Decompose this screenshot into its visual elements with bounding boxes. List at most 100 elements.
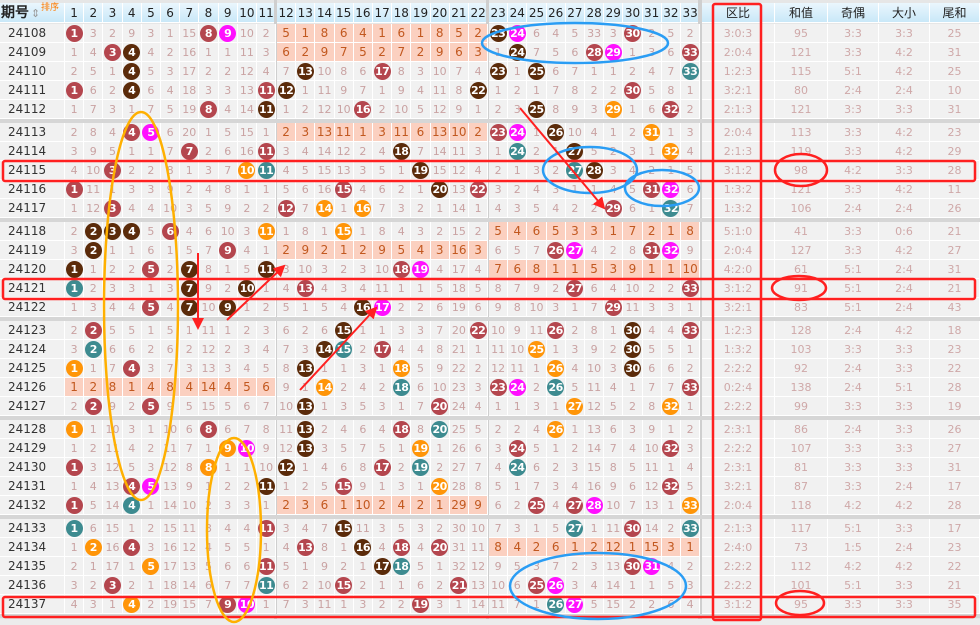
miss-count-cell: 1	[180, 161, 200, 180]
miss-count-cell: 5	[315, 477, 335, 496]
miss-count-cell: 1	[218, 260, 238, 279]
drawn-number-cell: 12	[277, 199, 297, 218]
number-ball: 8	[199, 100, 217, 118]
miss-count-cell: 3	[508, 519, 528, 538]
miss-count-cell: 5	[661, 340, 681, 359]
number-ball: 32	[662, 439, 680, 457]
miss-count-cell: 3	[373, 397, 393, 416]
number-ball: 24	[508, 24, 526, 42]
miss-count-cell: 2	[411, 298, 431, 317]
miss-count-cell: 1	[661, 123, 681, 142]
miss-count-cell: 2	[546, 161, 566, 180]
number-ball: 2	[84, 321, 102, 339]
drawn-number-cell: 15	[334, 180, 354, 199]
drawn-number-cell: 1	[65, 359, 85, 378]
miss-count-cell: 3	[141, 359, 161, 378]
number-ball: 17	[373, 458, 391, 476]
miss-count-cell: 3	[661, 538, 681, 557]
miss-count-cell: 5	[411, 100, 431, 119]
header-number-24: 24	[508, 3, 528, 23]
number-ball: 4	[123, 538, 141, 556]
drawn-number-cell: 24	[508, 24, 528, 43]
miss-count-cell: 1	[565, 180, 585, 199]
miss-count-cell: 2	[604, 241, 624, 260]
miss-count-cell: 2	[237, 321, 257, 340]
miss-count-cell: 3	[585, 557, 605, 576]
miss-count-cell: 3	[237, 496, 257, 515]
number-ball: 26	[547, 123, 565, 141]
miss-count-cell: 9	[681, 241, 701, 260]
miss-count-cell: 7	[661, 378, 681, 397]
miss-count-cell: 5	[527, 199, 547, 218]
miss-count-cell: 3	[411, 321, 431, 340]
sort-button[interactable]: 排序	[41, 3, 60, 13]
tail-sum-cell: 26	[930, 420, 980, 439]
miss-count-cell: 5	[527, 439, 547, 458]
drawn-number-cell: 23	[489, 123, 509, 142]
drawn-number-cell: 5	[141, 477, 161, 496]
miss-count-cell: 2	[141, 595, 161, 614]
drawn-number-cell: 17	[373, 62, 393, 81]
number-ball: 29	[604, 100, 622, 118]
number-ball: 15	[335, 576, 353, 594]
issue-cell: 24118	[0, 222, 65, 241]
miss-count-cell: 5	[237, 260, 257, 279]
miss-count-cell: 1	[411, 477, 431, 496]
miss-count-cell: 8	[218, 180, 238, 199]
number-ball: 3	[103, 161, 121, 179]
miss-count-cell: 6	[661, 43, 681, 62]
miss-count-cell: 1	[449, 595, 469, 614]
odd-even-ratio-cell: 4:2	[828, 161, 879, 180]
miss-count-cell: 5	[430, 279, 450, 298]
miss-count-cell: 2	[84, 279, 104, 298]
issue-cell: 24131	[0, 477, 65, 496]
miss-count-cell: 1	[296, 81, 316, 100]
miss-count-cell: 1	[661, 222, 681, 241]
drawn-number-cell: 32	[661, 142, 681, 161]
miss-count-cell: 4	[277, 538, 297, 557]
miss-count-cell: 1	[642, 199, 662, 218]
miss-count-cell: 1	[122, 241, 142, 260]
miss-count-cell: 2	[642, 161, 662, 180]
sort-arrows-icon[interactable]: ⇕	[31, 7, 41, 20]
tail-sum-cell: 23	[930, 340, 980, 359]
miss-count-cell: 9	[469, 496, 489, 515]
miss-count-cell: 6	[277, 321, 297, 340]
drawn-number-cell: 7	[180, 142, 200, 161]
miss-count-cell: 14	[469, 595, 489, 614]
drawn-number-cell: 25	[527, 100, 547, 119]
miss-count-cell: 1	[141, 420, 161, 439]
number-ball: 5	[142, 298, 160, 316]
miss-count-cell: 7	[411, 397, 431, 416]
number-ball: 25	[527, 340, 545, 358]
miss-count-cell: 3	[411, 62, 431, 81]
drawn-number-cell: 13	[296, 359, 316, 378]
miss-count-cell: 4	[353, 279, 373, 298]
miss-count-cell: 1	[65, 378, 85, 397]
miss-count-cell: 17	[180, 62, 200, 81]
number-ball: 1	[65, 496, 83, 514]
zone-ratio-cell: 3:1:2	[702, 595, 775, 614]
miss-count-cell: 1	[546, 142, 566, 161]
zone-ratio-cell: 2:2:2	[702, 576, 775, 595]
issue-cell: 24115	[0, 161, 65, 180]
miss-count-cell: 8	[411, 420, 431, 439]
miss-count-cell: 10	[161, 420, 181, 439]
zone-ratio-cell: 2:1:3	[702, 519, 775, 538]
number-ball: 26	[547, 420, 565, 438]
miss-count-cell: 5	[373, 439, 393, 458]
header-issue[interactable]: 期号 ⇕ 排序	[0, 3, 65, 23]
miss-count-cell: 2	[315, 420, 335, 439]
sum-value-cell: 95	[775, 24, 828, 43]
miss-count-cell: 1	[681, 340, 701, 359]
miss-count-cell: 1	[527, 81, 547, 100]
miss-count-cell: 8	[353, 458, 373, 477]
miss-count-cell: 6	[392, 24, 412, 43]
drawn-number-cell: 11	[257, 557, 277, 576]
number-ball: 11	[257, 161, 275, 179]
odd-even-ratio-cell: 5:1	[828, 260, 879, 279]
miss-count-cell: 10	[392, 100, 412, 119]
header-number-23: 23	[489, 3, 509, 23]
drawn-number-cell: 33	[681, 519, 701, 538]
miss-count-cell: 2	[122, 397, 142, 416]
